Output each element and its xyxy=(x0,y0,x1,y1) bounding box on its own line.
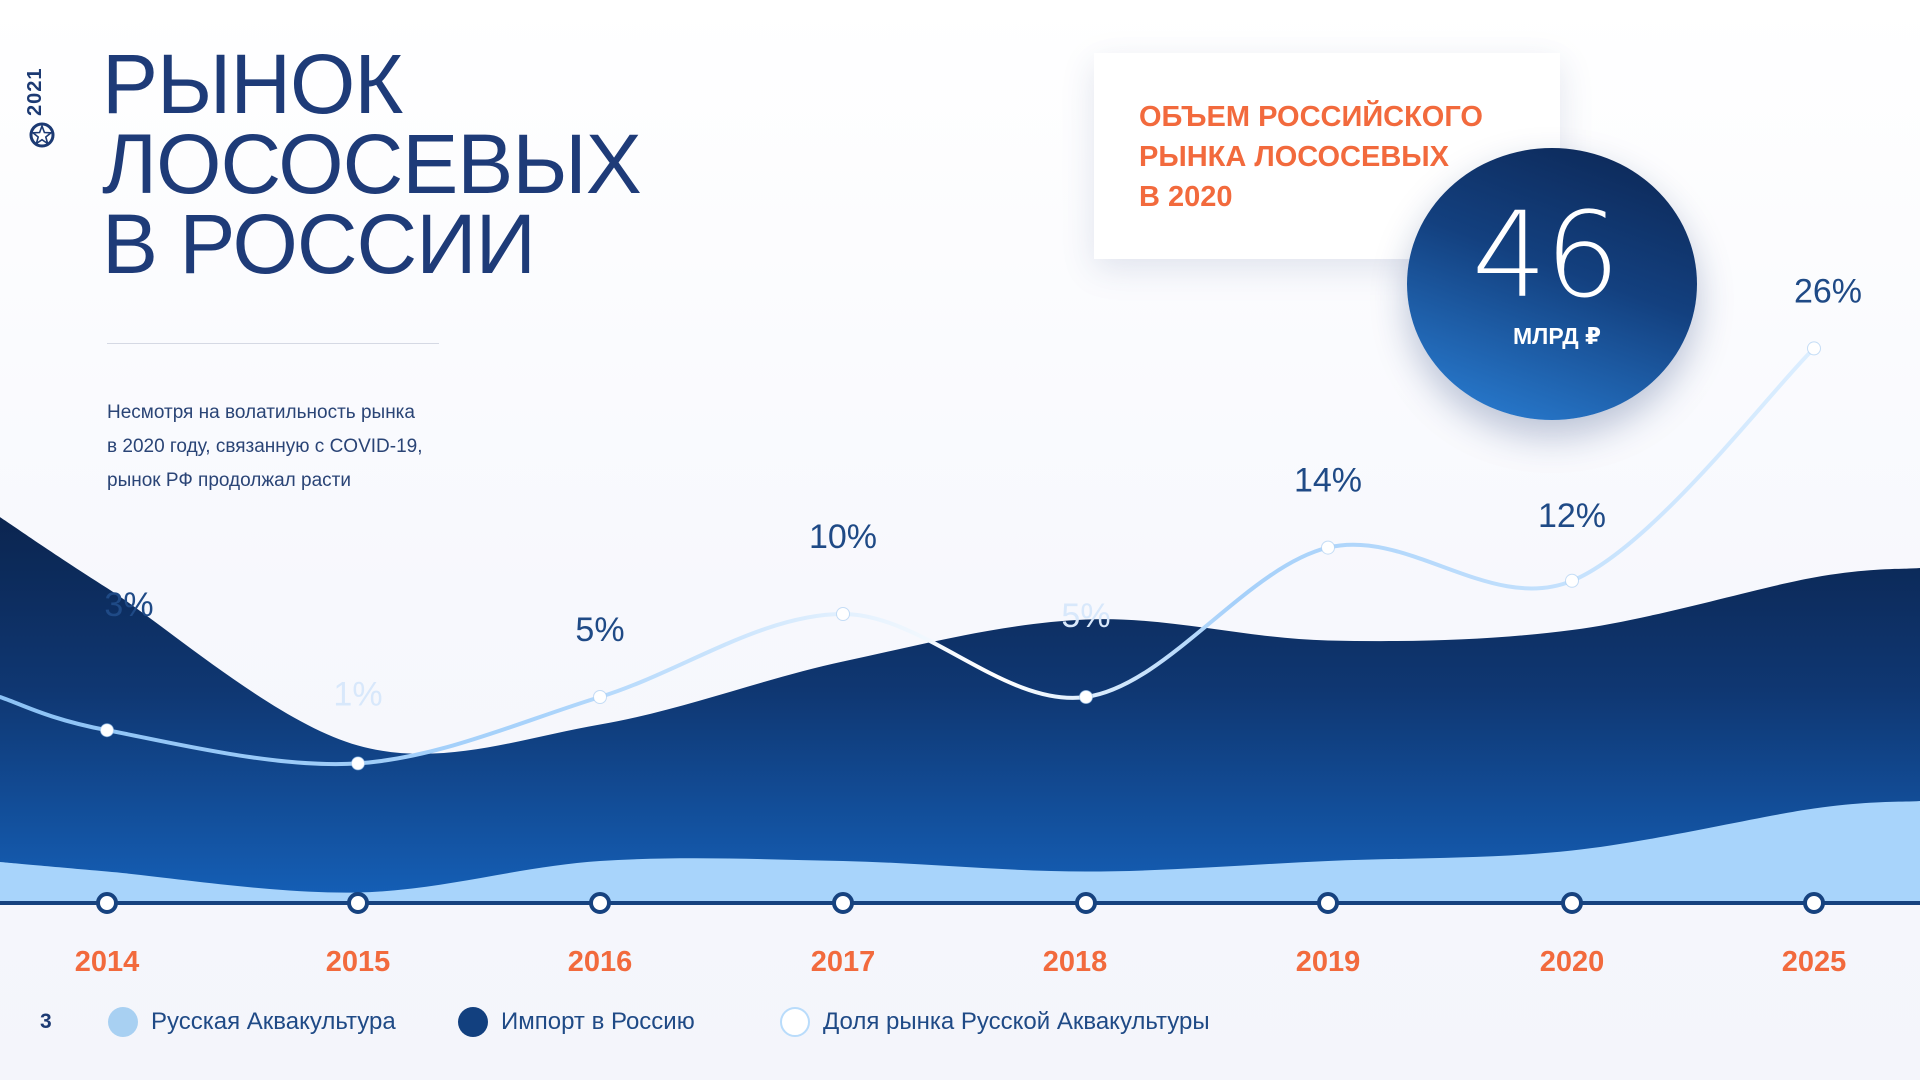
callout-line: РЫНКА ЛОСОСЕВЫХ xyxy=(1139,141,1450,173)
title-line: РЫНОК xyxy=(102,37,403,131)
share-point xyxy=(1807,341,1821,356)
share-point xyxy=(593,690,607,704)
timeline-marker xyxy=(1803,892,1825,914)
legend-item-share: Доля рынка Русской Аквакультуры xyxy=(780,1000,1210,1044)
share-value-label: 26% xyxy=(1794,272,1862,310)
legend-label-aquaculture: Русская Аквакультура xyxy=(151,1008,396,1035)
share-value-label: 5% xyxy=(575,611,624,649)
intro-line: в 2020 году, связанную с COVID-19, xyxy=(107,436,423,457)
market-volume-card: ОБЪЕМ РОССИЙСКОГО РЫНКА ЛОСОСЕВЫХ В 2020 xyxy=(1094,53,1560,259)
timeline-marker xyxy=(1075,892,1097,914)
share-line xyxy=(0,346,1816,767)
share-point xyxy=(836,607,850,621)
page-number: 3 xyxy=(40,1010,52,1033)
divider xyxy=(107,343,439,344)
x-tick-label: 2014 xyxy=(75,946,140,978)
share-value-label: 10% xyxy=(809,518,877,556)
x-tick-label: 2025 xyxy=(1782,946,1847,978)
market-volume-bubble: 46 МЛРД ₽ xyxy=(1407,148,1697,420)
timeline-axis xyxy=(0,901,1920,905)
intro-line: рынок РФ продолжал расти xyxy=(107,470,351,491)
star-logo-icon xyxy=(29,122,55,148)
aquaculture-area xyxy=(0,800,1920,903)
page-title: РЫНОК ЛОСОСЕВЫХ В РОССИИ xyxy=(102,37,642,291)
market-volume-unit: МЛРД ₽ xyxy=(1513,323,1601,349)
x-tick-label: 2017 xyxy=(811,946,876,978)
share-value-label: 1% xyxy=(333,675,382,713)
import-area xyxy=(0,517,1920,903)
x-tick-label: 2019 xyxy=(1296,946,1361,978)
x-tick-label: 2016 xyxy=(568,946,633,978)
share-value-label: 3% xyxy=(104,586,153,624)
intro-line: Несмотря на волатильность рынка xyxy=(107,402,415,423)
legend-swatch-share xyxy=(780,1007,810,1037)
x-tick-label: 2015 xyxy=(326,946,391,978)
title-line: ЛОСОСЕВЫХ xyxy=(102,117,642,211)
legend-label-share: Доля рынка Русской Аквакультуры xyxy=(823,1008,1210,1035)
legend-label-import: Импорт в Россию xyxy=(501,1008,695,1035)
timeline-marker xyxy=(589,892,611,914)
share-point xyxy=(1321,540,1335,555)
share-point xyxy=(100,723,114,738)
intro-text: Несмотря на волатильность рынка в 2020 г… xyxy=(107,396,507,498)
x-tick-label: 2020 xyxy=(1540,946,1605,978)
legend-item-aquaculture: Русская Аквакультура xyxy=(108,1000,396,1044)
title-line: В РОССИИ xyxy=(102,197,536,291)
chart-legend: 3 Русская Аквакультура Импорт в Россию Д… xyxy=(0,1000,1920,1060)
callout-line: В 2020 xyxy=(1139,181,1233,213)
legend-swatch-aquaculture xyxy=(108,1007,138,1037)
timeline-marker xyxy=(96,892,118,914)
timeline-marker xyxy=(1317,892,1339,914)
timeline-marker xyxy=(832,892,854,914)
market-volume-value: 46 xyxy=(1471,186,1620,324)
callout-line: ОБЪЕМ РОССИЙСКОГО xyxy=(1139,101,1483,133)
timeline-marker xyxy=(1561,892,1583,914)
market-chart: 3% 1% 5% 10% 5% 14% 12% 26% 2014 2015 2016 2017 2018… xyxy=(0,272,1920,978)
market-volume-heading: ОБЪЕМ РОССИЙСКОГО РЫНКА ЛОСОСЕВЫХ В 2020 xyxy=(1139,97,1539,217)
legend-swatch-import xyxy=(458,1007,488,1037)
share-value-label: 14% xyxy=(1294,462,1362,500)
share-value-label: 12% xyxy=(1538,497,1606,535)
timeline-marker xyxy=(347,892,369,914)
share-value-label: 5% xyxy=(1061,597,1110,635)
share-point xyxy=(1565,573,1579,588)
x-tick-label: 2018 xyxy=(1043,946,1108,978)
share-point xyxy=(351,756,365,771)
share-point xyxy=(1079,690,1093,704)
legend-item-import: Импорт в Россию xyxy=(458,1000,695,1044)
